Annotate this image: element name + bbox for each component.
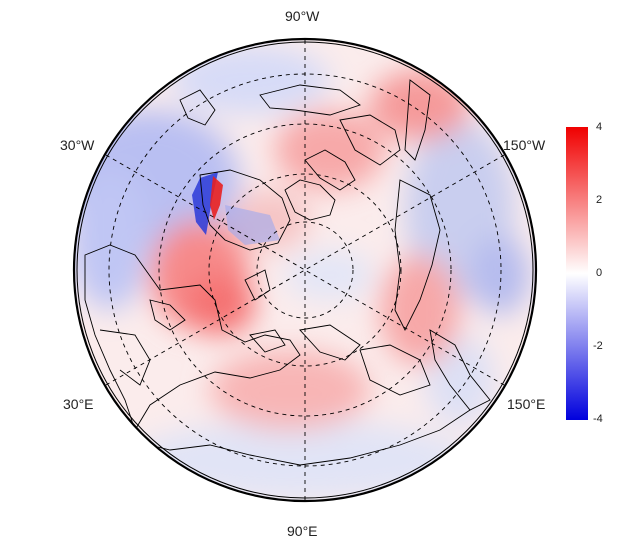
colorbar — [566, 127, 588, 420]
label-150w: 150°W — [503, 137, 546, 153]
coastlines — [84, 79, 491, 466]
label-90w: 90°W — [285, 8, 320, 24]
colorbar-tick: 4 — [596, 121, 603, 133]
latitude-circle — [208, 173, 402, 367]
latitude-circle — [158, 123, 452, 417]
inner-boundary — [76, 41, 534, 499]
label-30w: 30°W — [60, 137, 95, 153]
label-30e: 30°E — [63, 396, 94, 412]
colorbar-tick: -2 — [593, 340, 603, 352]
colorbar-tick: -4 — [593, 413, 603, 425]
latitude-circle — [256, 221, 354, 319]
anomaly-field — [75, 40, 535, 500]
colorbar-tick: 2 — [596, 194, 603, 206]
graticule — [105, 40, 505, 500]
label-90e: 90°E — [287, 523, 318, 539]
colorbar-tick: 0 — [596, 267, 603, 279]
outer-boundary — [72, 37, 538, 503]
label-150e: 150°E — [507, 396, 546, 412]
